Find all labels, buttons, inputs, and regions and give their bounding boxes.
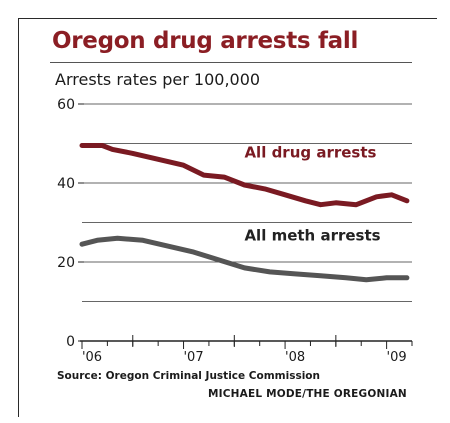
grid-layer	[78, 103, 413, 349]
credit-note: MICHAEL MODE/THE OREGONIAN	[208, 388, 407, 400]
series-line-1	[79, 235, 410, 283]
y-tick-label-0: 0	[66, 334, 75, 350]
chart-frame	[18, 18, 437, 417]
series-line-0	[79, 143, 410, 208]
title-rule	[50, 62, 412, 63]
x-tick-label-'08: '08	[285, 350, 305, 365]
series-label-1: All meth arrests	[244, 226, 380, 244]
chart-subtitle: Arrests rates per 100,000	[55, 70, 261, 89]
chart-title: Oregon drug arrests fall	[52, 28, 359, 54]
label-layer: 0 20 40 60 '06 '07 '08 '09 All drug arrests All m…	[57, 97, 407, 365]
series-layer	[79, 143, 410, 283]
y-tick-label-60: 60	[57, 97, 75, 113]
x-tick-label-'09: '09	[387, 350, 407, 365]
source-note: Source: Oregon Criminal Justice Commissi…	[57, 370, 320, 382]
y-tick-label-40: 40	[57, 176, 75, 192]
x-tick-label-'07: '07	[183, 350, 203, 365]
y-tick-label-20: 20	[57, 255, 75, 271]
series-label-0: All drug arrests	[244, 143, 376, 161]
x-tick-label-'06: '06	[82, 350, 102, 365]
